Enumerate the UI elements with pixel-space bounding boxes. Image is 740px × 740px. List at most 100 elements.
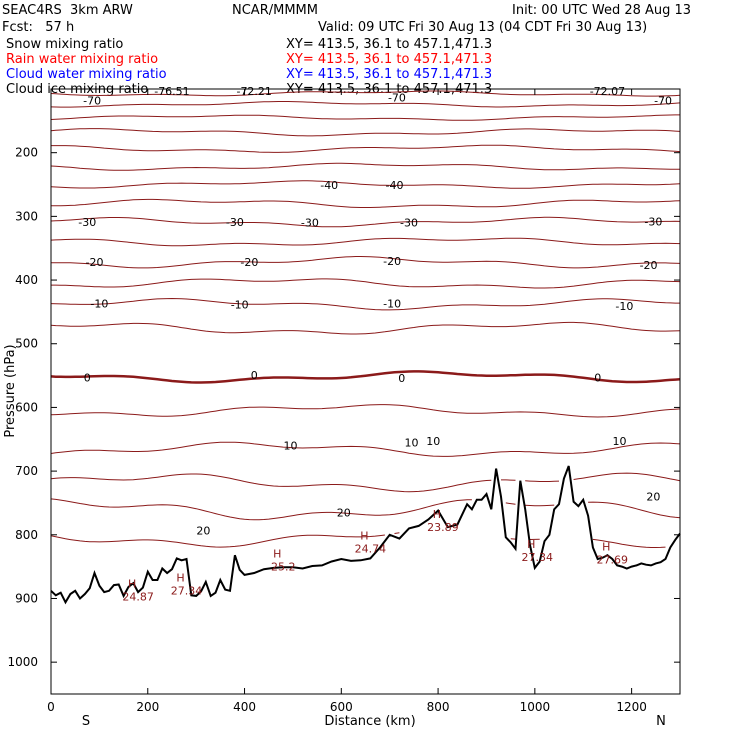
- model-name: SEAC4RS 3km ARW: [2, 3, 133, 18]
- terrain-line: [50, 465, 681, 605]
- contour-label: 20: [196, 524, 210, 537]
- contour-label: 0: [84, 371, 91, 384]
- high-value-label: 24.74: [355, 543, 387, 556]
- y-tick-label: 800: [15, 528, 38, 542]
- contour-label: -30: [400, 217, 418, 230]
- contour-label: -70: [83, 94, 101, 107]
- isotherm-line: [50, 128, 681, 137]
- forecast-hour: Fcst: 57 h: [2, 20, 75, 35]
- high-marker: H: [273, 548, 281, 561]
- isotherm-line: [51, 278, 681, 289]
- contour-label: -10: [615, 300, 633, 313]
- contour-label: -76.51: [154, 85, 189, 98]
- contour-label: -40: [386, 179, 404, 192]
- valid-time: Valid: 09 UTC Fri 30 Aug 13 (04 CDT Fri …: [318, 20, 648, 35]
- contour-label: -20: [383, 255, 401, 268]
- contour-labels: -70 -70 -70 -72.07 -76.51 -72.21 -40 -40 -30 -30 -…: [78, 85, 672, 537]
- isotherm-line: [50, 532, 666, 548]
- contour-label: 10: [426, 435, 440, 448]
- isotherm-line: [50, 114, 680, 121]
- x-end-label-start: S: [82, 714, 90, 729]
- agency-label: NCAR/MMMM: [232, 3, 318, 18]
- contour-label: -72.21: [236, 85, 271, 98]
- contour-label: -30: [226, 216, 244, 229]
- contour-label: 10: [404, 436, 418, 449]
- isotherm-line: [50, 101, 681, 108]
- x-tick-label: 600: [330, 700, 353, 714]
- field-xy-cloud-water: XY= 413.5, 36.1 to 457.1,471.3: [286, 67, 493, 82]
- high-value-label: 27.69: [597, 554, 629, 567]
- x-axis-title: Distance (km): [324, 714, 415, 729]
- isotherm-line: [50, 441, 681, 457]
- y-axis-title: Pressure (hPa): [3, 344, 18, 437]
- plot-frame: [50, 88, 681, 695]
- contour-label: 20: [337, 507, 351, 520]
- isotherm-line: [51, 144, 681, 153]
- x-tick-label: 400: [233, 700, 256, 714]
- isotherm-line: [50, 256, 681, 269]
- x-tick-label: 1200: [616, 700, 647, 714]
- isotherm-line: [50, 321, 681, 335]
- y-tick-label: 400: [15, 273, 38, 287]
- isotherm-line: [50, 237, 681, 247]
- isotherm-line: [50, 370, 681, 384]
- y-tick-label: 500: [15, 337, 38, 351]
- high-marker: H: [527, 538, 535, 551]
- y-tick-label: 600: [15, 400, 38, 414]
- isotherm-line: [50, 297, 680, 311]
- y-tick-label: 200: [15, 146, 38, 160]
- x-tick-label: 800: [427, 700, 450, 714]
- contour-label: -10: [231, 298, 249, 311]
- contour-label: 0: [594, 371, 601, 384]
- contour-label: -30: [301, 217, 319, 230]
- x-tick-label: 200: [136, 700, 159, 714]
- init-time: Init: 00 UTC Wed 28 Aug 13: [512, 3, 692, 18]
- isotherm-line: [50, 180, 681, 189]
- isotherm-line: [51, 198, 681, 208]
- field-xy-snow: XY= 413.5, 36.1 to 457.1,471.3: [286, 37, 493, 52]
- isotherm-line: [50, 216, 681, 228]
- high-value-label: 24.87: [122, 590, 154, 603]
- contour-label: -10: [383, 298, 401, 311]
- contour-label: -72.07: [590, 85, 625, 98]
- terrain-high-labels: H24.87H27.34H25.2H24.74H23.89H27.34H27.6…: [122, 508, 628, 603]
- high-marker: H: [128, 577, 136, 590]
- contour-label: -70: [654, 94, 672, 107]
- field-xy-rain: XY= 413.5, 36.1 to 457.1,471.3: [286, 52, 493, 67]
- terrain-profile: [50, 465, 681, 605]
- contour-label: -40: [320, 179, 338, 192]
- contour-label: -20: [240, 256, 258, 269]
- high-marker: H: [433, 508, 441, 521]
- y-tick-label: 1000: [7, 655, 38, 669]
- y-tick-label: 700: [15, 464, 38, 478]
- contour-label: -70: [388, 91, 406, 104]
- high-marker: H: [176, 572, 184, 585]
- isotherm-line: [50, 472, 681, 493]
- x-end-label-end: N: [656, 714, 666, 729]
- isotherm-contours: [50, 90, 681, 548]
- high-value-label: 25.2: [271, 561, 296, 574]
- contour-label: -20: [640, 259, 658, 272]
- contour-label: -20: [86, 256, 104, 269]
- high-value-label: 27.34: [522, 551, 554, 564]
- contour-label: 10: [613, 435, 627, 448]
- field-label-snow: Snow mixing ratio: [6, 37, 124, 52]
- contour-label: 0: [398, 372, 405, 385]
- isotherm-line: [50, 404, 681, 418]
- high-marker: H: [602, 541, 610, 554]
- x-tick-label: 0: [47, 700, 55, 714]
- x-tick-label: 1000: [520, 700, 551, 714]
- contour-label: -10: [90, 298, 108, 311]
- contour-label: 0: [251, 369, 258, 382]
- high-value-label: 23.89: [427, 521, 459, 534]
- y-tick-label: 300: [15, 209, 38, 223]
- isotherm-line: [50, 498, 681, 521]
- contour-label: 10: [284, 440, 298, 453]
- isotherm-line: [50, 90, 681, 97]
- field-label-cloud-water: Cloud water mixing ratio: [6, 67, 167, 82]
- high-marker: H: [360, 530, 368, 543]
- contour-label: 20: [646, 491, 660, 504]
- y-tick-label: 900: [15, 591, 38, 605]
